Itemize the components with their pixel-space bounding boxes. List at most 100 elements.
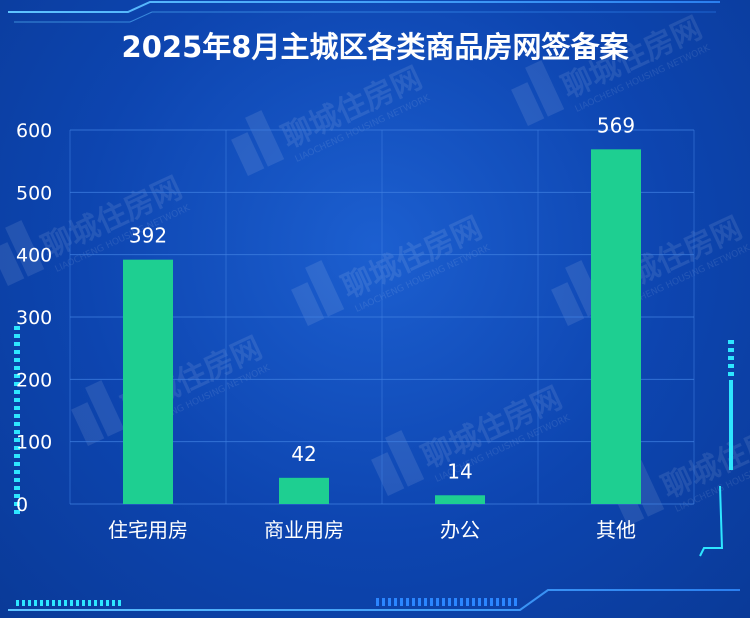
dash-segment bbox=[28, 600, 31, 606]
dash-segment bbox=[14, 438, 20, 442]
dash-segment bbox=[430, 598, 433, 606]
bar-0 bbox=[123, 259, 173, 504]
dash-segment bbox=[406, 598, 409, 606]
dash-segment bbox=[14, 478, 20, 482]
dash-segment bbox=[400, 598, 403, 606]
y-tick-label: 400 bbox=[16, 245, 52, 267]
dash-segment bbox=[14, 470, 20, 474]
bar-1 bbox=[279, 477, 329, 504]
dash-segment bbox=[502, 598, 505, 606]
dash-segment bbox=[472, 598, 475, 606]
dash-segment bbox=[14, 446, 20, 450]
y-tick-label: 500 bbox=[16, 182, 52, 204]
dash-segment bbox=[88, 600, 91, 606]
dash-segment bbox=[40, 600, 43, 606]
dash-bar bbox=[729, 380, 733, 470]
x-tick-label: 办公 bbox=[440, 518, 480, 542]
dash-segment bbox=[14, 398, 20, 402]
dash-segment bbox=[14, 430, 20, 434]
dash-segment bbox=[112, 600, 115, 606]
dash-segment bbox=[484, 598, 487, 606]
y-tick-label: 300 bbox=[16, 307, 52, 329]
dash-segment bbox=[418, 598, 421, 606]
bars bbox=[123, 149, 641, 504]
frame-dash-decoration-right bbox=[728, 340, 734, 470]
dash-segment bbox=[442, 598, 445, 606]
dash-segment bbox=[46, 600, 49, 606]
dash-segment bbox=[728, 340, 734, 344]
dash-segment bbox=[94, 600, 97, 606]
dash-segment bbox=[490, 598, 493, 606]
dash-segment bbox=[424, 598, 427, 606]
dash-segment bbox=[14, 390, 20, 394]
dash-segment bbox=[466, 598, 469, 606]
bar-2 bbox=[435, 495, 485, 504]
dash-segment bbox=[382, 598, 385, 606]
data-label: 392 bbox=[129, 224, 167, 248]
dash-segment bbox=[728, 364, 734, 368]
dash-segment bbox=[728, 356, 734, 360]
dash-segment bbox=[14, 326, 20, 330]
dash-segment bbox=[14, 454, 20, 458]
x-tick-label: 商业用房 bbox=[264, 518, 344, 542]
dash-segment bbox=[14, 510, 20, 514]
dash-segment bbox=[14, 414, 20, 418]
gridlines bbox=[69, 129, 695, 505]
dash-segment bbox=[14, 334, 20, 338]
dash-segment bbox=[14, 486, 20, 490]
dash-segment bbox=[460, 598, 463, 606]
y-tick-label: 0 bbox=[16, 494, 28, 516]
dash-segment bbox=[14, 358, 20, 362]
dash-segment bbox=[14, 382, 20, 386]
dash-segment bbox=[728, 348, 734, 352]
dash-segment bbox=[388, 598, 391, 606]
dash-segment bbox=[436, 598, 439, 606]
y-axis: 0 100 200 300 400 500 600 bbox=[16, 120, 52, 516]
dash-segment bbox=[14, 374, 20, 378]
data-label: 14 bbox=[447, 459, 472, 483]
dash-segment bbox=[34, 600, 37, 606]
dash-segment bbox=[14, 494, 20, 498]
dash-segment bbox=[16, 600, 19, 606]
dash-segment bbox=[394, 598, 397, 606]
dash-segment bbox=[82, 600, 85, 606]
x-axis: 住宅用房 商业用房 办公 其他 bbox=[108, 518, 636, 542]
dash-segment bbox=[514, 598, 517, 606]
y-tick-label: 100 bbox=[16, 432, 52, 454]
dash-segment bbox=[454, 598, 457, 606]
dash-segment bbox=[508, 598, 511, 606]
dash-segment bbox=[14, 350, 20, 354]
dash-segment bbox=[478, 598, 481, 606]
panel-frame bbox=[7, 1, 741, 611]
frame-dash-decoration-left bbox=[14, 326, 20, 514]
dash-segment bbox=[52, 600, 55, 606]
dash-segment bbox=[100, 600, 103, 606]
dash-segment bbox=[14, 406, 20, 410]
dash-segment bbox=[14, 502, 20, 506]
dash-segment bbox=[22, 600, 25, 606]
dash-segment bbox=[64, 600, 67, 606]
y-tick-label: 600 bbox=[16, 120, 52, 142]
data-label: 569 bbox=[597, 113, 635, 137]
dash-segment bbox=[58, 600, 61, 606]
dash-segment bbox=[412, 598, 415, 606]
data-labels: 392 42 14 569 bbox=[129, 113, 635, 483]
x-tick-label: 其他 bbox=[596, 518, 636, 542]
dash-segment bbox=[106, 600, 109, 606]
dash-segment bbox=[376, 598, 379, 606]
dash-segment bbox=[448, 598, 451, 606]
dash-segment bbox=[70, 600, 73, 606]
frame-dash-decoration-bottom bbox=[16, 598, 517, 606]
dash-segment bbox=[118, 600, 121, 606]
x-tick-label: 住宅用房 bbox=[108, 518, 188, 542]
y-tick-label: 200 bbox=[16, 369, 52, 391]
data-label: 42 bbox=[291, 442, 316, 466]
dash-segment bbox=[728, 372, 734, 376]
chart-title: 2025年8月主城区各类商品房网签备案 bbox=[122, 30, 630, 64]
dash-segment bbox=[496, 598, 499, 606]
